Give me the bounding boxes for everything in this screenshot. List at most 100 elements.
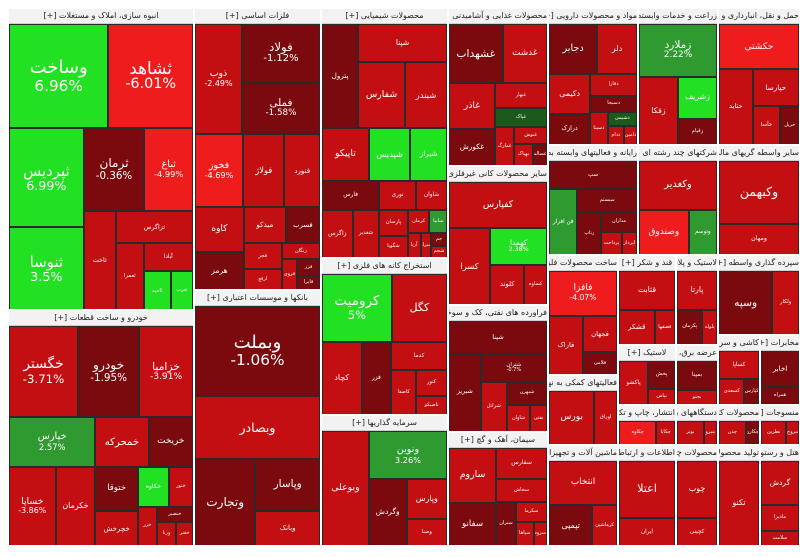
stock-tile[interactable]: کچاد [322, 341, 362, 414]
stock-tile[interactable]: سلامت [761, 531, 799, 545]
stock-tile[interactable]: خساپا -3.86% [9, 466, 56, 545]
stock-tile[interactable]: کاصفا [391, 370, 417, 414]
stock-tile[interactable]: فایرا [297, 275, 320, 289]
stock-tile[interactable]: خکاوه [138, 467, 169, 507]
sector-title[interactable]: استخراج کانه های فلزی [+] [322, 259, 447, 274]
stock-tile[interactable]: وبانک [255, 511, 320, 545]
stock-tile[interactable]: پخش [648, 361, 675, 389]
stock-tile[interactable]: بهپاک [514, 144, 533, 165]
stock-tile[interactable]: شپنا [358, 24, 447, 63]
stock-tile[interactable]: شبندر [404, 62, 447, 129]
stock-tile[interactable]: کگل [391, 274, 447, 342]
stock-tile[interactable]: همراه [761, 387, 799, 404]
stock-tile[interactable]: نبروج [786, 421, 799, 444]
stock-tile[interactable]: فخوز -4.69% [195, 134, 243, 208]
stock-tile[interactable]: سخاش [496, 479, 547, 503]
sector-title[interactable]: قند و شکر [+] [619, 256, 675, 271]
stock-tile[interactable]: ثنوسا 3.5% [9, 227, 84, 309]
stock-tile[interactable]: درازک [549, 113, 591, 144]
stock-tile[interactable]: سفارس [496, 448, 547, 480]
stock-tile[interactable]: ثشاهد -6.01% [108, 24, 193, 129]
stock-tile[interactable]: وپارس [406, 479, 447, 520]
stock-tile[interactable]: وبوعلی [322, 431, 369, 545]
stock-tile[interactable]: بوتر [677, 421, 704, 444]
stock-tile[interactable]: ثباغ -4.99% [144, 128, 193, 212]
stock-tile[interactable]: ورنا [156, 522, 177, 545]
stock-tile[interactable]: خمحرکه [95, 417, 149, 468]
stock-tile[interactable]: کپارس [744, 379, 759, 404]
stock-tile[interactable]: پارتا [677, 271, 717, 310]
stock-tile[interactable]: ثپردیس 6.99% [9, 128, 84, 228]
sector-title[interactable]: سیمان، آهک و گچ [+] [449, 433, 547, 448]
stock-tile[interactable]: خریخت [148, 417, 193, 468]
stock-tile[interactable]: حکشتی [719, 24, 799, 70]
stock-tile[interactable]: دسینا [590, 112, 608, 144]
stock-tile[interactable]: ثزاگرس [115, 211, 193, 243]
stock-tile[interactable]: زملارد 2.22% [639, 24, 717, 77]
stock-tile[interactable]: کچینی [677, 517, 717, 545]
stock-tile[interactable]: نوری [379, 180, 417, 210]
stock-tile[interactable]: بجنو [677, 390, 717, 404]
stock-tile[interactable]: ختوقا [95, 467, 138, 511]
sector-title[interactable]: شرکتهای چند رشته ای صنعتی [+] [639, 146, 717, 161]
stock-tile[interactable]: خچرخش [95, 510, 138, 545]
stock-tile[interactable]: غپاک [494, 108, 547, 128]
stock-tile[interactable]: فافزا -4.07% [549, 271, 617, 317]
sector-title[interactable]: محصولات شیمیایی [+] [322, 9, 447, 24]
stock-tile[interactable]: مداران [601, 212, 637, 232]
stock-tile[interactable]: ساروم [449, 448, 497, 503]
stock-tile[interactable]: کساپا [719, 351, 759, 380]
stock-tile[interactable]: خزر [138, 506, 157, 545]
stock-tile[interactable]: وساخت 6.96% [9, 24, 109, 129]
sector-title[interactable]: خودرو و ساخت قطعات [+] [9, 311, 193, 326]
stock-tile[interactable]: وکغدیر [639, 161, 717, 211]
stock-tile[interactable]: پکرمان [677, 309, 703, 344]
stock-tile[interactable]: اخابر [761, 351, 799, 387]
stock-tile[interactable]: خگستر -3.71% [9, 326, 79, 418]
stock-tile[interactable]: سیستم [577, 188, 637, 213]
stock-tile[interactable]: فجهان [583, 316, 617, 353]
stock-tile[interactable]: جم [430, 232, 447, 247]
stock-tile[interactable]: شاوان [416, 180, 447, 210]
stock-tile[interactable]: چوب [677, 461, 717, 518]
stock-tile[interactable]: شگویا [379, 236, 408, 257]
stock-tile[interactable]: کفپارس [449, 182, 547, 229]
stock-tile[interactable]: خزامیا -3.91% [139, 326, 193, 418]
stock-tile[interactable]: حتاید [719, 69, 753, 144]
stock-tile[interactable]: میدکو [243, 207, 286, 244]
stock-tile[interactable]: حآسا [752, 105, 781, 144]
sector-title[interactable]: سپرده گذاری واسطه [+] [719, 256, 799, 271]
stock-tile[interactable]: ارفع [243, 269, 282, 289]
stock-tile[interactable]: ثامید [143, 271, 171, 309]
stock-tile[interactable]: پلوله [702, 309, 717, 344]
sector-title[interactable]: فعالیتهای کمکی به نهاده [+] [549, 376, 617, 391]
stock-tile[interactable]: نفتی [530, 404, 547, 431]
sector-title[interactable]: هتل و رستوران [+] [761, 446, 799, 461]
stock-tile[interactable]: آبادا [143, 242, 193, 272]
stock-tile[interactable]: فن افزار [549, 188, 578, 254]
stock-tile[interactable]: فسرب [285, 207, 320, 244]
stock-tile[interactable]: غدشت [502, 24, 547, 83]
stock-tile[interactable]: وصنا [406, 519, 447, 545]
stock-tile[interactable]: پارسان [379, 209, 408, 237]
sector-title[interactable]: فراورده های نفتی، کک و سوخت هسته ای [+] [449, 306, 547, 321]
sector-title[interactable]: اطلاعات و ارتباطات [+] [619, 446, 675, 461]
stock-tile[interactable]: اپرداز [621, 231, 637, 254]
stock-tile[interactable]: کساوه [524, 265, 547, 304]
stock-tile[interactable]: ثاخت [83, 211, 116, 309]
stock-tile[interactable]: سفانو [449, 502, 497, 545]
sector-title[interactable]: ساخت محصولات فلزی [+] [549, 256, 617, 271]
sector-title[interactable]: مواد و محصولات دارویی [+] [549, 9, 637, 24]
stock-tile[interactable]: کلوند [490, 265, 525, 304]
stock-tile[interactable]: نطرین [761, 421, 787, 444]
stock-tile[interactable]: دلر [597, 24, 637, 75]
sector-title[interactable]: لاستیک و پلاستیک [+] [677, 256, 717, 271]
stock-tile[interactable]: دامین [624, 126, 637, 144]
stock-tile[interactable]: حریل [780, 105, 799, 144]
stock-tile[interactable]: پرداخت [601, 231, 622, 254]
stock-tile[interactable]: اوراق [594, 391, 617, 444]
stock-tile[interactable]: فروی [281, 259, 298, 289]
stock-tile[interactable]: کرماشین [592, 505, 617, 545]
stock-tile[interactable]: شیراز [410, 128, 447, 181]
stock-tile[interactable]: ولکار [772, 271, 799, 334]
